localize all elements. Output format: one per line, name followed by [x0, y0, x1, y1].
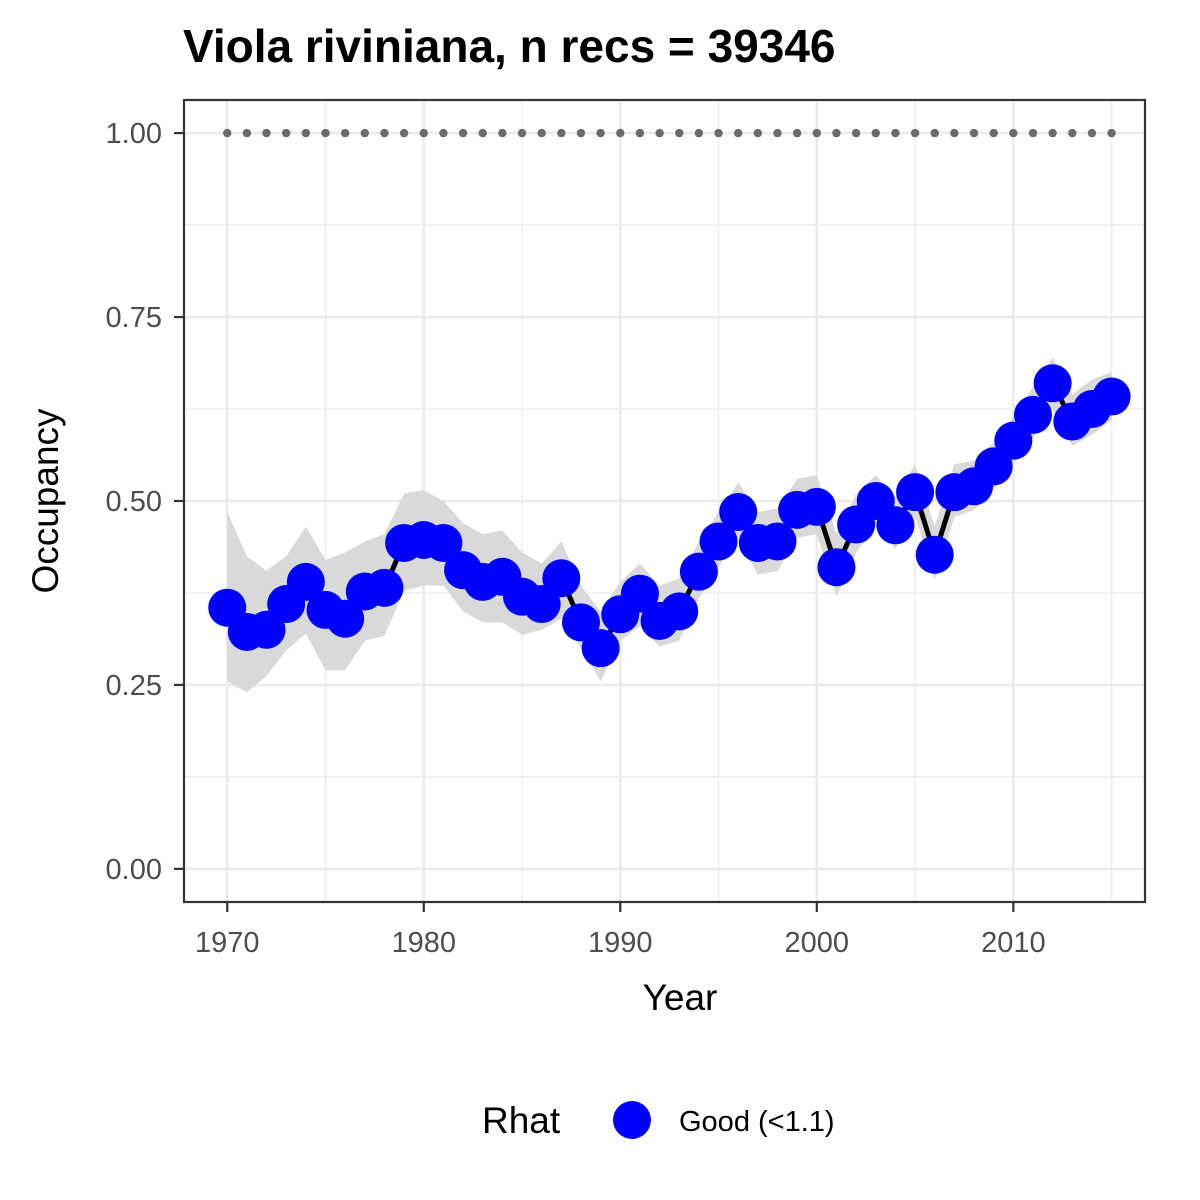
y-axis: 0.00 0.25 0.50 0.75 1.00 [106, 118, 184, 886]
reference-point [714, 128, 723, 138]
reference-point [891, 128, 900, 138]
occupancy-point [286, 562, 325, 601]
occupancy-point [994, 421, 1033, 460]
reference-points [223, 128, 1116, 138]
reference-point [498, 128, 507, 138]
reference-point [851, 128, 861, 138]
reference-point [281, 128, 291, 138]
reference-point [223, 128, 232, 138]
x-axis-title: Year [643, 977, 718, 1018]
reference-point [419, 128, 428, 138]
reference-point [321, 128, 330, 138]
reference-point [675, 128, 684, 138]
occupancy-point [542, 559, 581, 598]
reference-point [694, 128, 704, 138]
reference-point [616, 128, 625, 138]
x-tick-label: 2010 [981, 927, 1046, 959]
reference-point [635, 128, 645, 138]
reference-point [439, 128, 448, 138]
reference-point [517, 128, 527, 138]
occupancy-point [1033, 364, 1072, 403]
reference-point [1068, 128, 1077, 138]
reference-point [1087, 128, 1097, 138]
reference-point [340, 128, 350, 138]
occupancy-point [522, 585, 561, 624]
occupancy-point [620, 574, 659, 613]
occupancy-point [581, 629, 620, 668]
reference-point [655, 128, 664, 138]
y-tick-label: 0.00 [106, 854, 162, 886]
reference-point [969, 128, 979, 138]
occupancy-point [896, 473, 935, 512]
occupancy-points [208, 364, 1131, 668]
occupancy-point [758, 522, 797, 561]
y-tick-label: 0.75 [106, 302, 162, 334]
reference-point [871, 128, 880, 138]
reference-point [950, 128, 959, 138]
reference-point [537, 128, 546, 138]
reference-point [576, 128, 586, 138]
ribbon-area [227, 357, 1112, 693]
x-tick-label: 1970 [195, 927, 260, 959]
y-tick-label: 0.50 [106, 486, 162, 518]
occupancy-point [247, 610, 286, 649]
reference-point [753, 128, 763, 138]
reference-point [930, 128, 939, 138]
legend-key [613, 1101, 651, 1139]
reference-point [773, 128, 782, 138]
occupancy-point [817, 548, 856, 587]
reference-point [812, 128, 822, 138]
occupancy-point [1013, 395, 1052, 434]
reference-point [301, 128, 311, 138]
occupancy-point [719, 493, 758, 532]
occupancy-point [660, 592, 699, 631]
y-tick-label: 0.25 [106, 670, 162, 702]
reference-point [733, 128, 743, 138]
occupancy-point [365, 568, 404, 607]
reference-point [242, 128, 252, 138]
reference-point [1107, 128, 1116, 138]
reference-point [399, 128, 409, 138]
x-tick-label: 2000 [785, 927, 850, 959]
occupancy-point [876, 506, 915, 545]
occupancy-point [679, 552, 718, 591]
reference-point [478, 128, 487, 138]
occupancy-point [424, 523, 463, 562]
reference-point [596, 128, 605, 138]
reference-point [792, 128, 802, 138]
occupancy-point [1092, 377, 1131, 416]
legend-title: Rhat [482, 1100, 561, 1141]
reference-point [910, 128, 920, 138]
x-axis: 1970 1980 1990 2000 2010 [195, 902, 1046, 959]
chart-title: Viola riviniana, n recs = 39346 [183, 20, 836, 72]
confidence-ribbon [227, 357, 1112, 693]
reference-point [557, 128, 566, 138]
reference-point [380, 128, 389, 138]
legend: Rhat Good (<1.1) [482, 1100, 835, 1141]
x-tick-label: 1990 [588, 927, 653, 959]
x-tick-label: 1980 [392, 927, 457, 959]
reference-point [262, 128, 271, 138]
legend-label: Good (<1.1) [679, 1106, 835, 1138]
reference-point [1028, 128, 1038, 138]
occupancy-point [915, 535, 954, 574]
occupancy-point [561, 603, 600, 642]
major-gridlines [184, 100, 1145, 902]
reference-point [458, 128, 468, 138]
occupancy-point [699, 522, 738, 561]
reference-point [1048, 128, 1057, 138]
y-axis-title: Occupancy [25, 408, 66, 594]
reference-point [1009, 128, 1018, 138]
reference-point [989, 128, 998, 138]
occupancy-point [797, 487, 836, 526]
occupancy-point [326, 599, 365, 638]
reference-point [360, 128, 370, 138]
reference-point [832, 128, 841, 138]
y-tick-label: 1.00 [106, 118, 162, 150]
occupancy-point [974, 447, 1013, 486]
